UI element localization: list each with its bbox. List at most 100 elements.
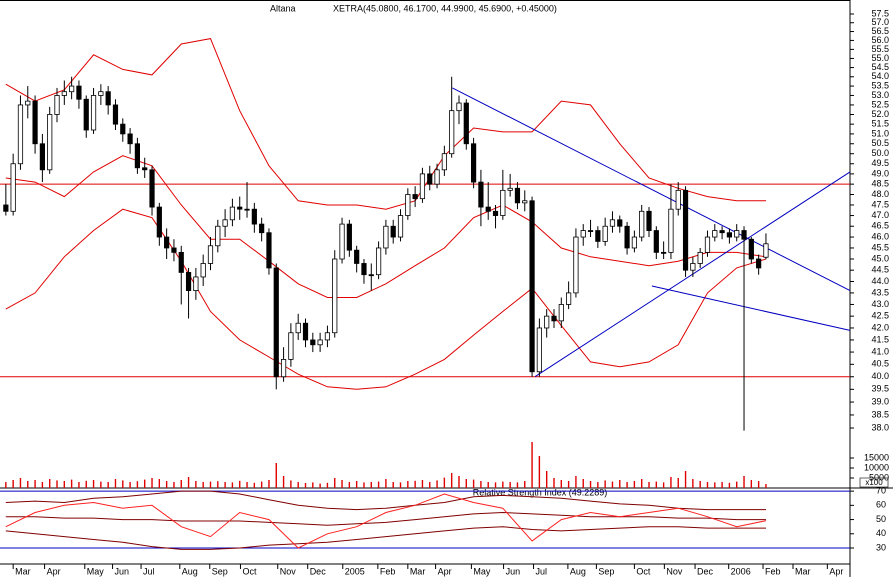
y-tick-label: 48.5 xyxy=(871,179,889,189)
candle-body xyxy=(339,223,345,260)
volume-bar xyxy=(465,479,467,488)
candle-body xyxy=(156,206,162,238)
volume-bar xyxy=(268,480,270,488)
volume-bar xyxy=(341,480,343,488)
x-tick-label: Mar xyxy=(410,566,426,576)
volume-bar xyxy=(662,482,665,488)
volume-bar xyxy=(34,480,36,488)
x-tick-label: Dec xyxy=(310,566,327,576)
y-tick-label: 57.5 xyxy=(871,8,889,18)
y-tick-label: 60 xyxy=(876,500,886,510)
candle-body xyxy=(507,187,513,191)
volume-bar xyxy=(239,480,241,488)
candle-body xyxy=(763,243,769,258)
band-line xyxy=(5,208,767,390)
volume-bar xyxy=(677,478,679,488)
candle-body xyxy=(39,143,45,171)
volume-bar xyxy=(348,482,351,488)
volume-bar xyxy=(472,479,475,488)
candle-body xyxy=(346,223,352,251)
unit-box xyxy=(859,477,889,488)
candle-body xyxy=(368,274,374,277)
y-tick-label: 52.0 xyxy=(871,109,889,119)
trend-line xyxy=(452,87,851,292)
candle-body xyxy=(390,225,396,238)
candle-body xyxy=(142,167,148,171)
volume-bar xyxy=(304,483,307,488)
volume-bar xyxy=(122,480,124,488)
y-tick-label: 52.5 xyxy=(871,99,889,109)
candle-body xyxy=(646,210,652,231)
volume-bar xyxy=(480,481,482,488)
y-tick-label: 53.5 xyxy=(871,80,889,90)
candle-body xyxy=(434,169,440,185)
x-tick-label: Jun xyxy=(115,566,130,576)
x-tick-label: May xyxy=(87,566,105,576)
y-tick-label: 44.0 xyxy=(871,276,889,286)
candle-body xyxy=(471,143,477,183)
y-tick-label: 70 xyxy=(876,486,886,496)
band-line xyxy=(5,38,766,210)
volume-bar xyxy=(728,482,731,488)
volume-bar xyxy=(414,480,416,488)
x-tick-label: Apr xyxy=(438,566,452,576)
volume-bar xyxy=(516,482,519,488)
volume-bar xyxy=(582,479,584,488)
candle-body xyxy=(690,263,696,271)
candle-body xyxy=(427,173,433,185)
candle-body xyxy=(661,251,667,254)
x-tick-label: Sep xyxy=(212,566,228,576)
volume-bar xyxy=(107,482,109,488)
volume-bar xyxy=(443,477,446,488)
y-tick-label: 30 xyxy=(876,542,886,552)
candle-body xyxy=(112,104,119,125)
candle-body xyxy=(536,327,542,373)
volume-bar xyxy=(524,481,526,488)
volume-bar xyxy=(129,482,131,488)
y-tick-label: 39.0 xyxy=(871,396,889,406)
candle-body xyxy=(280,359,287,378)
candle-body xyxy=(573,236,579,294)
candle-body xyxy=(712,230,718,238)
x-tick-label: Aug xyxy=(182,566,198,576)
candle-body xyxy=(419,173,426,200)
x-tick-label: Nov xyxy=(280,566,297,576)
x-tick-label: Jul xyxy=(143,566,155,576)
candle-body xyxy=(222,219,228,227)
candle-body xyxy=(653,230,659,253)
y-tick-label: 42.5 xyxy=(871,311,889,321)
candle-body xyxy=(83,98,89,131)
volume-bar xyxy=(538,456,541,488)
y-tick-label: 46.0 xyxy=(871,231,889,241)
candle-body xyxy=(595,230,601,242)
y-tick-label: 55.5 xyxy=(871,44,889,54)
candle-body xyxy=(310,339,316,346)
volume-bar xyxy=(195,481,197,488)
candle-body xyxy=(726,232,733,238)
x-tick-label: Apr xyxy=(47,566,61,576)
candle-body xyxy=(485,206,491,212)
candle-body xyxy=(47,114,53,171)
candle-body xyxy=(178,251,184,273)
candle-body xyxy=(200,263,206,278)
candle-body xyxy=(697,251,703,264)
volume-bar xyxy=(604,480,606,488)
volume-bar xyxy=(158,479,161,488)
volume-bar xyxy=(253,482,256,488)
candle-body xyxy=(302,322,309,341)
volume-bar xyxy=(56,480,58,488)
y-tick-label: 43.0 xyxy=(871,299,889,309)
y-tick-label: 5000 xyxy=(869,472,889,482)
candle-body xyxy=(756,258,762,269)
y-tick-label: 42.0 xyxy=(871,322,889,332)
volume-bar xyxy=(19,478,22,488)
candle-body xyxy=(317,339,323,346)
candle-body xyxy=(602,225,608,242)
y-tick-label: 56.0 xyxy=(871,35,889,45)
candle-body xyxy=(456,102,462,112)
y-tick-label: 57.0 xyxy=(871,17,889,27)
candle-body xyxy=(478,181,484,208)
volume-bar xyxy=(224,482,226,488)
volume-bar xyxy=(275,463,277,488)
x-tick-label: 2006 xyxy=(731,566,751,576)
